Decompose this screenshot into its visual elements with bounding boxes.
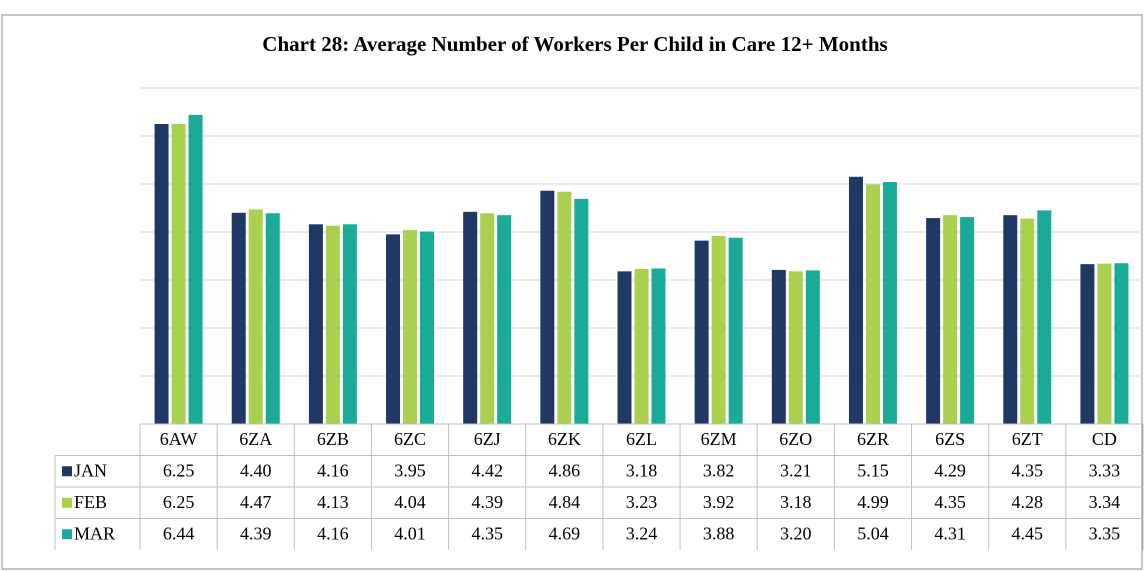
bar: [651, 268, 666, 424]
x-tick-label: 6AW: [160, 429, 198, 449]
table-cell: 3.82: [703, 460, 735, 480]
table-cell: 4.35: [1012, 460, 1044, 480]
bar: [497, 215, 512, 424]
table-cell: 3.95: [394, 460, 426, 480]
bar: [926, 218, 941, 424]
legend-swatch: [62, 466, 72, 477]
x-tick-label: 6ZO: [779, 429, 812, 449]
legend-label: JAN: [74, 460, 107, 480]
bar: [634, 268, 649, 424]
x-tick-label: 6ZJ: [474, 429, 501, 449]
bar: [420, 231, 435, 424]
table-cell: 3.18: [780, 492, 812, 512]
bar: [943, 215, 958, 424]
table-cell: 3.21: [780, 460, 812, 480]
table-cell: 4.47: [240, 492, 272, 512]
bar: [403, 230, 418, 424]
table-cell: 6.44: [163, 523, 195, 543]
table-cell: 3.88: [703, 523, 735, 543]
bar: [463, 211, 478, 424]
bar: [617, 271, 632, 424]
x-tick-label: 6ZB: [317, 429, 349, 449]
x-tick-label: 6ZS: [935, 429, 965, 449]
legend-swatch: [62, 529, 72, 540]
bar: [171, 124, 186, 424]
table-cell: 6.25: [163, 460, 195, 480]
table-cell: 3.35: [1089, 523, 1121, 543]
table-cell: 4.69: [549, 523, 581, 543]
table-cell: 4.39: [471, 492, 503, 512]
table-cell: 4.40: [240, 460, 272, 480]
x-tick-label: 6ZK: [548, 429, 581, 449]
table-cell: 4.86: [549, 460, 581, 480]
table-cell: 3.24: [626, 523, 658, 543]
bar: [788, 271, 803, 424]
bar: [728, 237, 743, 424]
bar: [960, 217, 975, 424]
x-tick-label: 6ZL: [626, 429, 657, 449]
bar: [1020, 218, 1035, 424]
legend-label: MAR: [74, 523, 115, 543]
x-tick-label: 6ZT: [1012, 429, 1043, 449]
table-cell: 4.29: [934, 460, 966, 480]
table-cell: 3.20: [780, 523, 812, 543]
table-cell: 4.42: [471, 460, 503, 480]
table-cell: 4.28: [1012, 492, 1044, 512]
bar: [231, 212, 246, 424]
table-cell: 4.16: [317, 523, 349, 543]
table-cell: 4.01: [394, 523, 426, 543]
legend-swatch: [62, 497, 72, 508]
bar: [342, 224, 357, 424]
table-cell: 5.04: [857, 523, 889, 543]
table-cell: 4.84: [549, 492, 581, 512]
bar: [882, 182, 897, 424]
bar: [771, 269, 786, 424]
bar: [386, 234, 401, 424]
bar: [540, 190, 555, 424]
table-cell: 3.18: [626, 460, 658, 480]
bar: [1080, 264, 1095, 424]
bar: [325, 225, 340, 424]
table-cell: 4.39: [240, 523, 272, 543]
bar: [154, 124, 169, 424]
table-cell: 4.04: [394, 492, 426, 512]
bar: [1037, 210, 1052, 424]
bar: [557, 191, 572, 424]
legend-label: FEB: [74, 492, 107, 512]
table-cell: 4.35: [934, 492, 966, 512]
bar: [480, 213, 495, 424]
table-cell: 3.33: [1089, 460, 1121, 480]
bar: [694, 240, 709, 424]
table-cell: 4.31: [934, 523, 966, 543]
bar: [1097, 263, 1112, 424]
bar: [248, 209, 263, 424]
bar: [188, 114, 203, 424]
bar: [1003, 215, 1018, 424]
table-cell: 5.15: [857, 460, 889, 480]
x-tick-label: CD: [1092, 429, 1117, 449]
x-tick-label: 6ZA: [239, 429, 272, 449]
bar: [265, 213, 280, 424]
bar: [711, 235, 726, 424]
table-cell: 3.92: [703, 492, 735, 512]
bar: [805, 270, 820, 424]
table-cell: 3.23: [626, 492, 658, 512]
bar: [574, 198, 589, 424]
table-cell: 4.99: [857, 492, 889, 512]
table-cell: 3.34: [1089, 492, 1121, 512]
table-cell: 4.16: [317, 460, 349, 480]
table-cell: 4.35: [471, 523, 503, 543]
table-cell: 4.13: [317, 492, 349, 512]
bar: [848, 176, 863, 424]
bar: [308, 224, 323, 424]
table-cell: 4.45: [1012, 523, 1044, 543]
chart-title: Chart 28: Average Number of Workers Per …: [262, 32, 887, 56]
x-tick-label: 6ZC: [394, 429, 426, 449]
bar: [1114, 263, 1129, 424]
bar: [865, 184, 880, 424]
x-tick-label: 6ZR: [857, 429, 889, 449]
x-tick-label: 6ZM: [701, 429, 737, 449]
table-cell: 6.25: [163, 492, 195, 512]
